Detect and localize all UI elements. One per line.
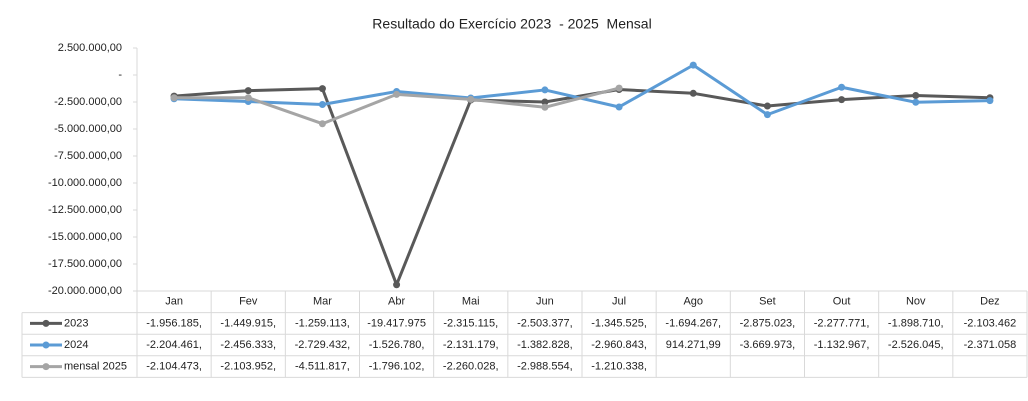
table-value: -2.371.058 [964,339,1017,351]
x-tick-label: Abr [388,296,405,308]
point [318,120,326,128]
table-value: -4.511.817, [295,361,350,373]
table-value: -1.694.267, [665,317,721,329]
x-tick-label: Mai [462,296,480,308]
point [838,83,846,91]
x-tick-label: Jun [536,296,554,308]
point [541,86,549,94]
table-value: -1.210.338, [591,361,647,373]
x-tick-label: Jul [612,296,626,308]
legend-marker [42,341,50,349]
point [763,111,771,119]
table-value: -1.382.828, [517,339,573,351]
legend-label: 2023 [64,317,88,329]
point [170,94,178,102]
point [763,102,771,110]
table-value: -2.103.462 [964,317,1017,329]
y-tick-label: -20.000.000,00 [48,285,122,297]
series-line [173,87,990,287]
x-tick-label: Set [759,296,776,308]
table-value: -1.956.185, [146,317,202,329]
point [986,97,994,105]
point [615,103,623,111]
table-value: -1.345.525, [591,317,647,329]
table-value: -19.417.975 [367,317,426,329]
y-tick-label: -7.500.000,00 [54,150,122,162]
table-value: -1.449.915, [220,317,276,329]
table-value: -2.729.432, [295,339,351,351]
x-tick-label: Ago [683,296,703,308]
point [393,281,401,289]
table-value: -1.259.113, [295,317,350,329]
y-tick-label: - [118,69,122,81]
point [318,85,326,93]
point [541,103,549,111]
table-value: -1.898.710, [888,317,944,329]
x-tick-label: Jan [165,296,183,308]
point [541,98,549,106]
table-value: -2.103.952, [220,361,276,373]
point [838,96,846,104]
table-value: -2.988.554, [517,361,573,373]
point [318,100,326,108]
y-tick-label: -2.500.000,00 [54,96,122,108]
table-value: -2.260.028, [443,361,499,373]
table-value: -2.104.473, [146,361,202,373]
table-value: -2.277.771, [814,317,870,329]
y-tick-label: -10.000.000,00 [48,177,122,189]
table-value: -2.960.843, [591,339,647,351]
legend-label: 2024 [64,339,88,351]
table-value: -3.669.973, [740,339,796,351]
chart-title: Resultado do Exercício 2023 - 2025 Mensa… [372,16,651,32]
x-tick-label: Nov [906,296,926,308]
table-value: -2.875.023, [740,317,796,329]
point [689,89,697,97]
x-tick-label: Out [833,296,851,308]
y-tick-label: -12.500.000,00 [48,204,122,216]
x-tick-label: Dez [980,296,1000,308]
y-tick-label: -15.000.000,00 [48,231,122,243]
table-value: -2.503.377, [517,317,573,329]
point [912,92,920,100]
point [393,90,401,98]
table-value: -2.526.045, [888,339,944,351]
table-value: -2.456.333, [220,339,276,351]
legend-marker [42,319,50,327]
point [244,94,252,102]
point [615,84,623,92]
table-value: -2.131.179, [443,339,499,351]
y-tick-label: -17.500.000,00 [48,258,122,270]
legend-label: mensal 2025 [64,361,127,373]
table-value: -2.315.115, [443,317,498,329]
point [244,87,252,95]
x-tick-label: Fev [239,296,258,308]
table-value: 914.271,99 [666,339,721,351]
table-value: -1.526.780, [369,339,425,351]
y-tick-label: 2.500.000,00 [58,42,122,54]
point [912,98,920,106]
table-value: -2.204.461, [146,339,202,351]
table-value: -1.796.102, [369,361,425,373]
legend-marker [42,363,50,371]
point [467,95,475,103]
table-value: -1.132.967, [814,339,870,351]
y-tick-label: -5.000.000,00 [54,123,122,135]
point [689,61,697,69]
x-tick-label: Mar [313,296,332,308]
